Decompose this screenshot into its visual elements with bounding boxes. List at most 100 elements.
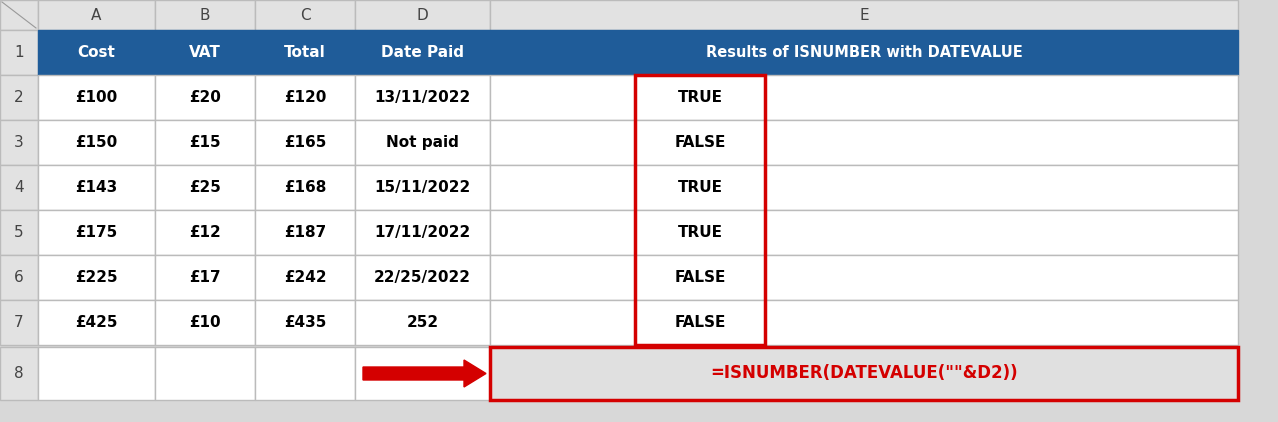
Text: 22/25/2022: 22/25/2022 bbox=[374, 270, 472, 285]
Bar bbox=[0, 210, 38, 255]
Bar bbox=[355, 300, 489, 345]
Polygon shape bbox=[363, 360, 486, 387]
Bar bbox=[489, 0, 1238, 30]
Text: Date Paid: Date Paid bbox=[381, 45, 464, 60]
Text: £187: £187 bbox=[284, 225, 326, 240]
Bar bbox=[0, 300, 38, 345]
Bar bbox=[0, 120, 38, 165]
Text: TRUE: TRUE bbox=[677, 180, 722, 195]
Bar bbox=[0, 75, 38, 120]
Text: Cost: Cost bbox=[78, 45, 115, 60]
Text: Total: Total bbox=[284, 45, 326, 60]
Text: 5: 5 bbox=[14, 225, 24, 240]
Bar bbox=[0, 255, 38, 300]
Bar bbox=[256, 255, 355, 300]
Bar bbox=[355, 165, 489, 210]
Bar bbox=[256, 300, 355, 345]
Bar bbox=[256, 210, 355, 255]
Text: 3: 3 bbox=[14, 135, 24, 150]
Bar bbox=[256, 120, 355, 165]
Text: VAT: VAT bbox=[189, 45, 221, 60]
Bar bbox=[489, 210, 1238, 255]
Bar bbox=[355, 210, 489, 255]
Bar bbox=[155, 255, 256, 300]
Text: £242: £242 bbox=[284, 270, 326, 285]
Text: £100: £100 bbox=[75, 90, 118, 105]
Bar bbox=[155, 0, 256, 30]
Bar bbox=[0, 347, 38, 400]
Bar bbox=[0, 30, 38, 75]
Bar bbox=[355, 347, 489, 400]
Bar bbox=[38, 0, 155, 30]
Text: £425: £425 bbox=[75, 315, 118, 330]
Text: 4: 4 bbox=[14, 180, 24, 195]
Bar bbox=[256, 347, 355, 400]
Text: £225: £225 bbox=[75, 270, 118, 285]
Text: Results of ISNUMBER with DATEVALUE: Results of ISNUMBER with DATEVALUE bbox=[705, 45, 1022, 60]
Bar bbox=[256, 30, 355, 75]
Bar bbox=[355, 120, 489, 165]
Bar bbox=[489, 75, 1238, 120]
Bar bbox=[256, 0, 355, 30]
Bar bbox=[256, 75, 355, 120]
Bar bbox=[38, 347, 155, 400]
Bar bbox=[0, 0, 38, 30]
Bar bbox=[38, 255, 155, 300]
Bar bbox=[155, 300, 256, 345]
Text: £10: £10 bbox=[189, 315, 221, 330]
Text: D: D bbox=[417, 8, 428, 22]
Bar bbox=[256, 165, 355, 210]
Text: C: C bbox=[299, 8, 311, 22]
Text: £20: £20 bbox=[189, 90, 221, 105]
Text: E: E bbox=[859, 8, 869, 22]
Bar bbox=[355, 255, 489, 300]
Bar bbox=[489, 347, 1238, 400]
Bar bbox=[489, 30, 1238, 75]
Bar bbox=[635, 75, 766, 345]
Bar bbox=[155, 347, 256, 400]
Bar bbox=[489, 165, 1238, 210]
Text: 252: 252 bbox=[406, 315, 438, 330]
Text: B: B bbox=[199, 8, 211, 22]
Bar bbox=[38, 30, 155, 75]
Bar bbox=[155, 210, 256, 255]
Text: £120: £120 bbox=[284, 90, 326, 105]
Bar bbox=[155, 75, 256, 120]
Text: FALSE: FALSE bbox=[675, 135, 726, 150]
Text: 15/11/2022: 15/11/2022 bbox=[374, 180, 470, 195]
Text: 7: 7 bbox=[14, 315, 24, 330]
Text: £435: £435 bbox=[284, 315, 326, 330]
Bar bbox=[38, 165, 155, 210]
Text: TRUE: TRUE bbox=[677, 90, 722, 105]
Bar bbox=[355, 30, 489, 75]
Text: 8: 8 bbox=[14, 366, 24, 381]
Bar bbox=[355, 0, 489, 30]
Bar bbox=[155, 30, 256, 75]
Bar bbox=[38, 300, 155, 345]
Text: £175: £175 bbox=[75, 225, 118, 240]
Text: £143: £143 bbox=[75, 180, 118, 195]
Text: £12: £12 bbox=[189, 225, 221, 240]
Bar bbox=[38, 75, 155, 120]
Bar bbox=[489, 120, 1238, 165]
Text: FALSE: FALSE bbox=[675, 270, 726, 285]
Text: TRUE: TRUE bbox=[677, 225, 722, 240]
Bar bbox=[155, 165, 256, 210]
Text: 1: 1 bbox=[14, 45, 24, 60]
Bar bbox=[38, 120, 155, 165]
Text: £165: £165 bbox=[284, 135, 326, 150]
Text: £168: £168 bbox=[284, 180, 326, 195]
Text: 2: 2 bbox=[14, 90, 24, 105]
Text: Not paid: Not paid bbox=[386, 135, 459, 150]
Bar bbox=[38, 210, 155, 255]
Text: £15: £15 bbox=[189, 135, 221, 150]
Bar bbox=[355, 75, 489, 120]
Bar bbox=[489, 300, 1238, 345]
Text: 13/11/2022: 13/11/2022 bbox=[374, 90, 470, 105]
Text: 17/11/2022: 17/11/2022 bbox=[374, 225, 470, 240]
Text: A: A bbox=[91, 8, 102, 22]
Bar bbox=[0, 165, 38, 210]
Text: £25: £25 bbox=[189, 180, 221, 195]
Text: FALSE: FALSE bbox=[675, 315, 726, 330]
Text: £150: £150 bbox=[75, 135, 118, 150]
